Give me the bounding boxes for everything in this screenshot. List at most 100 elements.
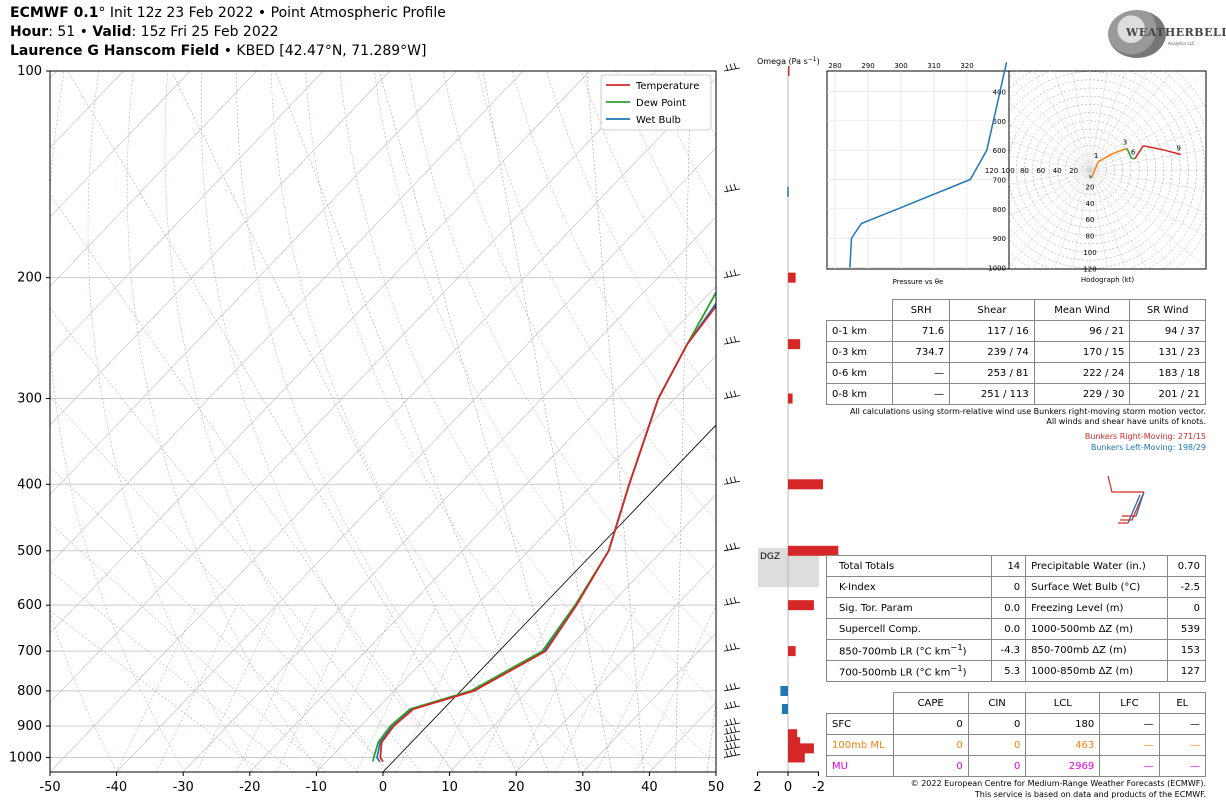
hodo-spoke [1089,71,1148,171]
theta-e-y-tick-label: 500 [993,118,1006,126]
footer-line-2: This service is based on data and produc… [974,790,1206,799]
series-line-dew-point [372,290,716,762]
moist-adiabat [586,71,644,772]
index-label-sup: −1 [950,642,963,653]
params-note-2: All winds and shear have units of knots. [1046,417,1206,426]
omega-bar [788,479,824,490]
params-header: SR Wind [1129,299,1206,321]
omega-bar [788,272,796,283]
wind-barb-icon [723,741,741,751]
header-line-3: Laurence G Hanscom Field • KBED [42.47°N… [10,43,427,59]
isotherm-line [249,285,716,772]
hodo-ring-label-x: 40 [1053,167,1062,175]
logo-text: WEATHERBELL [1126,26,1226,39]
legend-label: Wet Bulb [636,115,681,126]
moist-adiabat [50,570,294,772]
moist-adiabat [171,71,517,772]
header-line-2: Hour: 51 • Valid: 15z Fri 25 Feb 2022 [10,24,279,40]
x-tick-label: 0 [379,780,387,795]
hodograph-xlabel: Hodograph (kt) [1081,276,1135,284]
hodo-spoke [1089,149,1206,171]
x-tick-label: -40 [106,780,127,795]
hodograph-plot-area [1009,71,1206,269]
hodo-spoke [1089,169,1206,191]
valid-label: Valid [92,24,132,40]
index-value: 153 [1167,639,1206,661]
params-header: Mean Wind [1033,299,1131,321]
mixing-ratio-line [276,605,357,772]
x-tick-label: 40 [641,780,658,795]
hodo-spoke [1072,169,1091,269]
mixing-ratio-line [515,605,597,772]
moist-adiabat [675,71,691,772]
cape-header: EL [1158,692,1207,714]
index-value: 539 [1167,618,1206,640]
index-value: 0.0 [990,597,1027,619]
table-row: 0-3 km 734.7 239 / 74 170 / 15 131 / 23 [825,341,1206,363]
hodo-ring-label-y: 100 [1083,249,1096,257]
cell: — [1099,713,1160,735]
hodo-ring-label-x: 20 [1069,167,1078,175]
index-label-end: ) [962,667,967,679]
wind-barb-icon [723,749,741,758]
isotherm-line [50,71,191,218]
dry-adiabat [87,71,253,772]
hodo-ring-label-x: 60 [1036,167,1045,175]
index-value: 0.70 [1167,555,1206,577]
index-label: 700-500mb LR (°C km−1) [826,660,992,682]
hodo-height-label: 1 [1094,152,1098,160]
moist-adiabat [67,71,485,772]
moist-adiabat [50,466,358,772]
x-tick-label: -50 [39,780,60,795]
isotherm-line [582,632,716,772]
init-text: Init 12z 23 Feb 2022 • Point Atmospheric… [105,5,446,21]
cell: — [892,362,951,384]
cell: 131 / 23 [1129,341,1206,363]
bunkers-lm: Bunkers Left-Moving: 198/29 [1090,443,1206,452]
cell: 0 [892,713,969,735]
hodo-height-label: 9 [1177,145,1181,153]
cell: 183 / 18 [1129,362,1206,384]
cell: — [1099,755,1160,777]
cell: 94 / 37 [1129,320,1206,342]
x-tick-label: 10 [441,780,458,795]
index-label: 1000-500mb ΔZ (m) [1025,618,1169,640]
omega-bar [788,737,801,748]
params-note-1: All calculations using storm-relative wi… [849,407,1206,416]
index-value: 0 [990,576,1027,598]
isotherm-line [50,71,457,495]
hodograph-segment [1113,147,1128,154]
legend-box [600,74,712,131]
mixing-ratio-line [116,605,198,772]
y-tick-label: 600 [17,598,42,613]
wind-barb-icon [723,269,741,279]
hodo-spoke [1089,169,1148,269]
indices-table: Total Totals 14 Precipitable Water (in.) 0.… [826,555,1206,682]
table-row: 0-1 km 71.6 117 / 16 96 / 21 94 / 37 [825,320,1206,342]
x-tick-label: 20 [508,780,525,795]
isotherm-line [515,563,716,772]
hodo-ring-label-x: 120 [985,167,998,175]
hodo-spoke [1089,169,1108,269]
y-tick-label: 400 [17,477,42,492]
valid-value: : 15z Fri 25 Feb 2022 [131,24,279,40]
cape-header-row: CAPE CIN LCL LFC EL [827,692,1207,714]
isotherm-line [449,494,716,772]
dry-adiabat [374,71,716,704]
theta-e-line [849,62,1008,268]
dry-adiabat [201,71,455,772]
wind-barb-icon [723,734,741,743]
x-tick-label: -30 [173,780,194,795]
omega-tick-label: -2 [812,780,825,795]
logo-swirl-icon [1108,10,1166,58]
hodograph-segment [1163,149,1181,156]
y-tick-label: 800 [17,684,42,699]
hodo-spoke [1009,169,1091,217]
dry-adiabat [50,612,118,772]
wind-barb-icon [723,336,741,345]
hodo-ring-label-y: 40 [1086,200,1095,208]
station-info: • KBED [42.47°N, 71.289°W] [219,43,427,59]
omega-bar [788,339,801,350]
hodo-spoke [1053,169,1091,269]
theta-e-xlabel: Pressure vs θe [893,278,944,286]
